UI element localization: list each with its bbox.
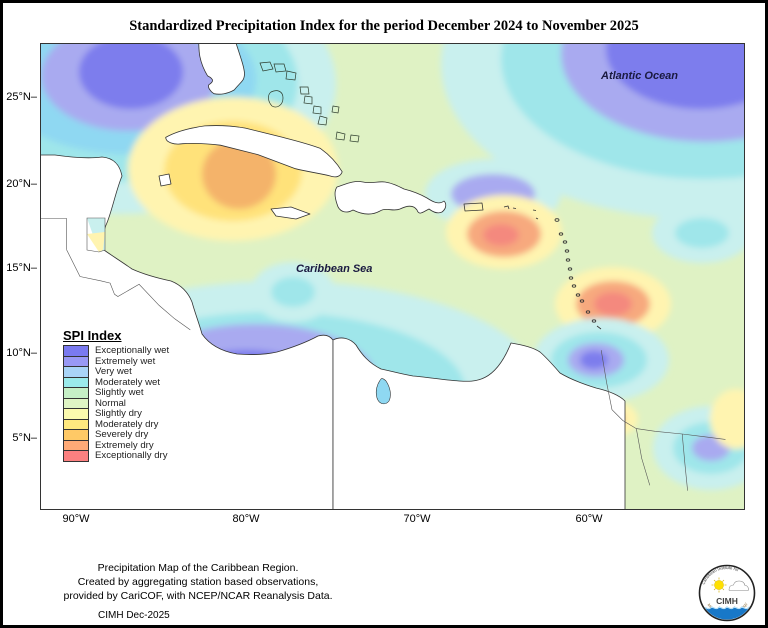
- svg-text:Caribbean Sea: Caribbean Sea: [296, 263, 372, 275]
- svg-text:CIMH: CIMH: [716, 596, 738, 606]
- svg-text:Atlantic Ocean: Atlantic Ocean: [600, 70, 678, 82]
